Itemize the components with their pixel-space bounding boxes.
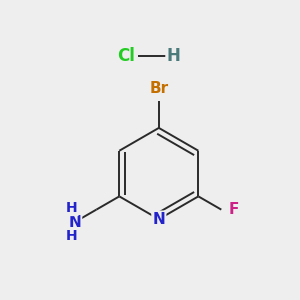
Text: N: N — [152, 212, 165, 227]
Text: F: F — [229, 202, 239, 217]
Text: Cl: Cl — [118, 47, 135, 65]
Text: H: H — [167, 47, 181, 65]
Text: Br: Br — [149, 80, 168, 95]
Text: N: N — [68, 214, 81, 230]
Text: H: H — [66, 229, 78, 243]
Text: H: H — [66, 201, 78, 215]
